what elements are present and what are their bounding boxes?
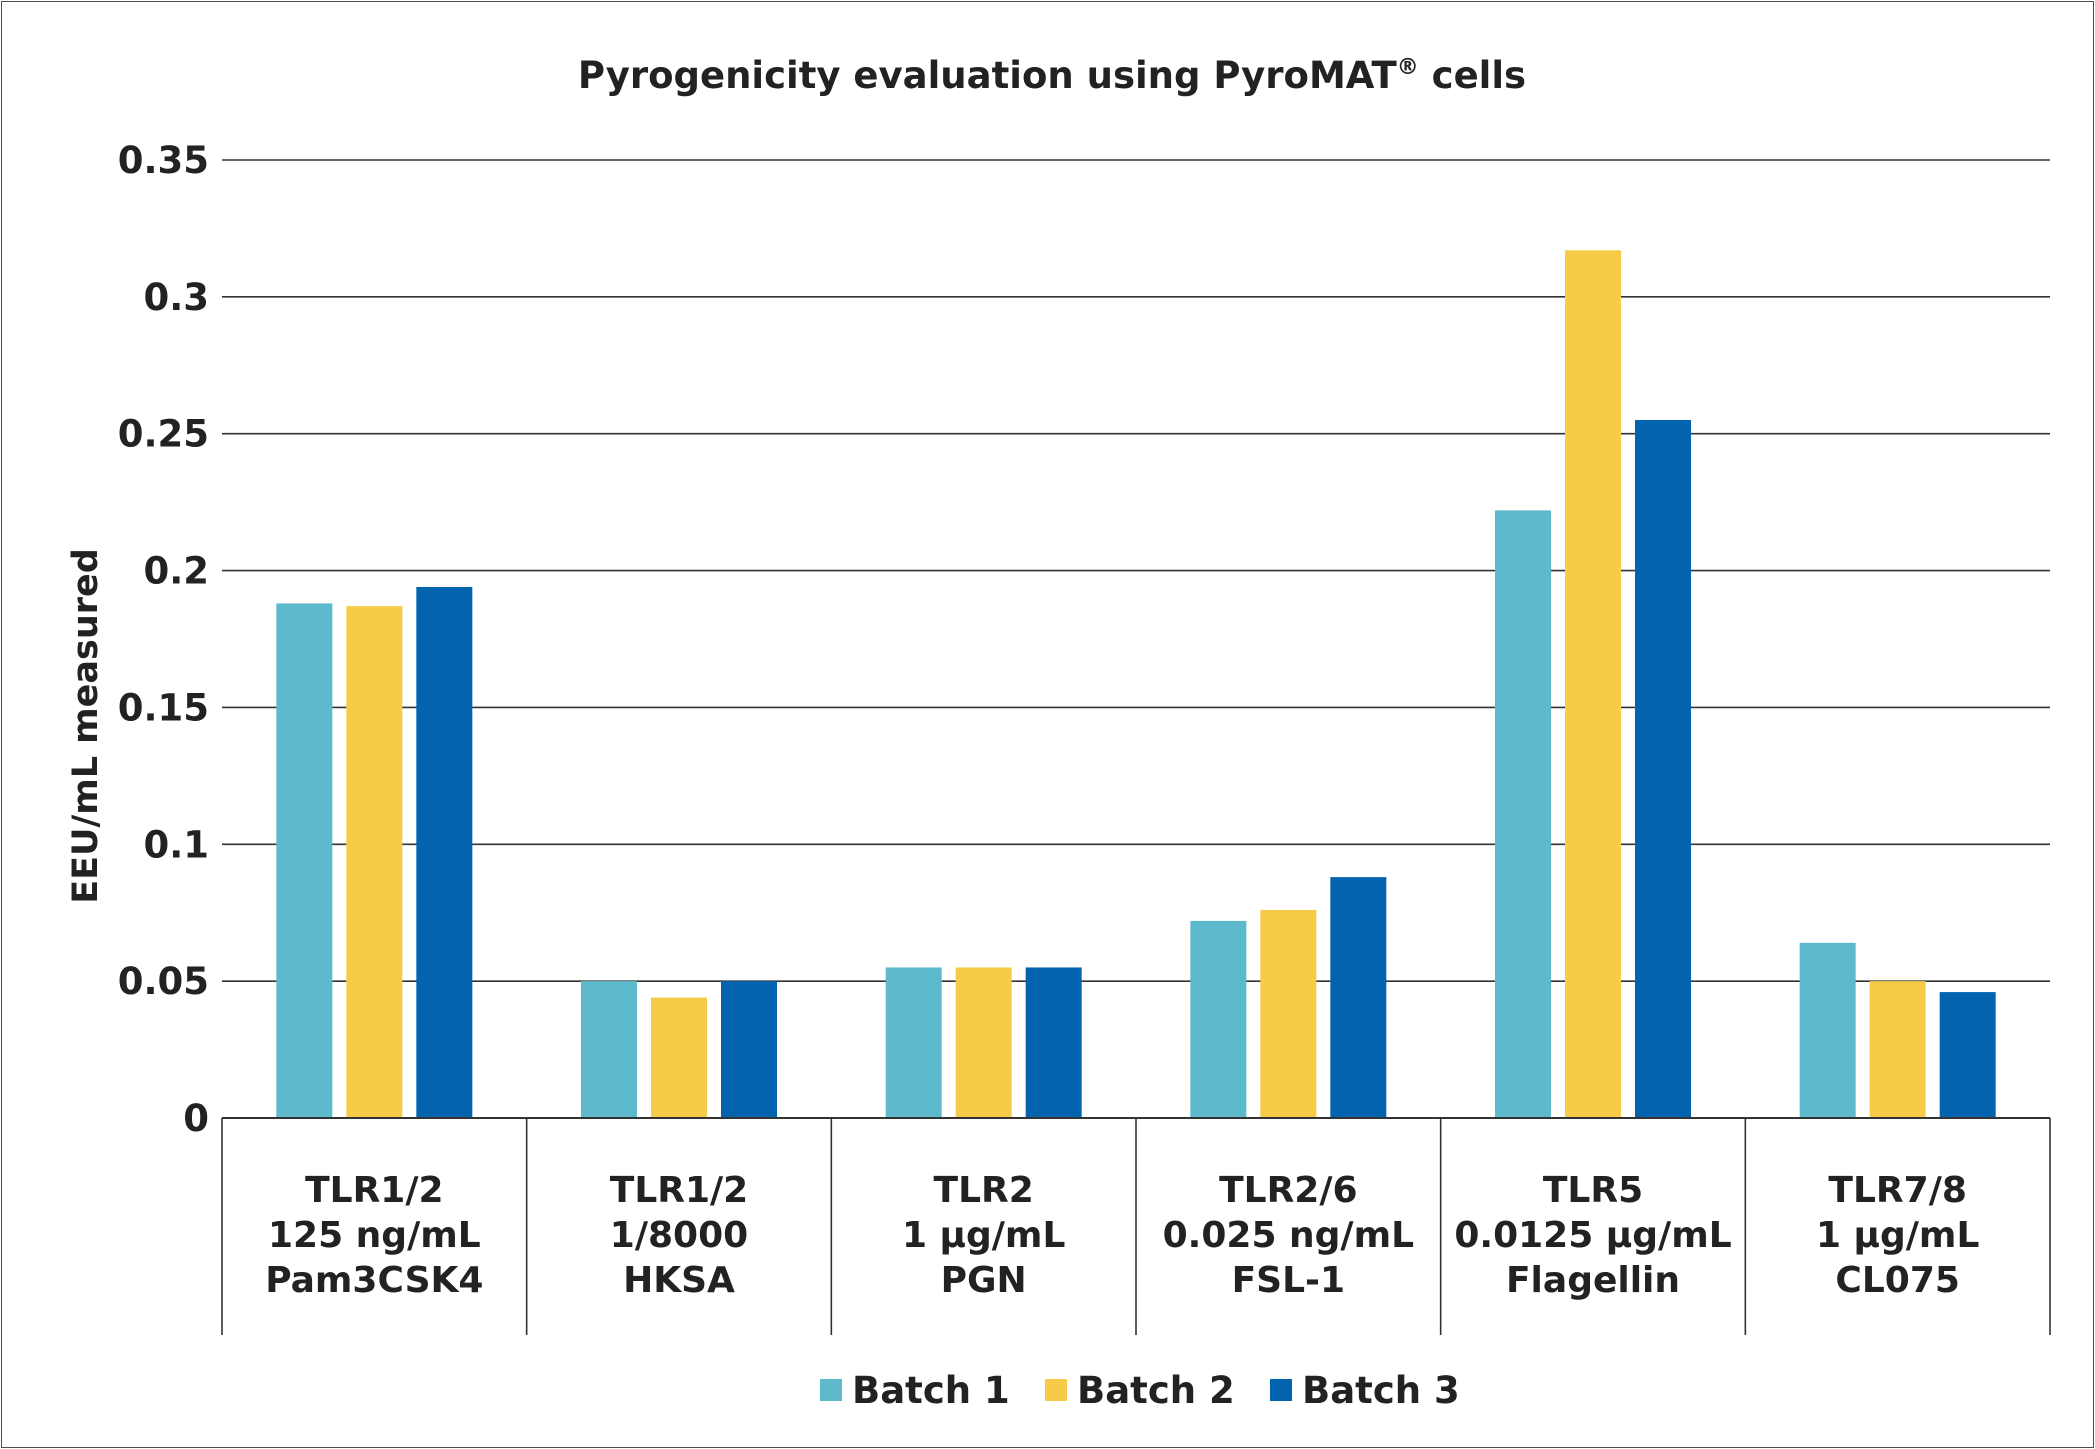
- bar-batch-1: [885, 967, 942, 1118]
- x-category-label: 125 ng/mL: [268, 1215, 481, 1256]
- x-category-label: CL075: [1835, 1260, 1960, 1301]
- x-category-label: TLR5: [1543, 1170, 1643, 1211]
- bar-batch-3: [1025, 967, 1082, 1118]
- bar-batch-2: [955, 967, 1012, 1118]
- bar-batch-2: [651, 997, 707, 1118]
- y-tick-label: 0: [183, 1097, 209, 1140]
- bar-batch-3: [416, 586, 473, 1118]
- bar-batch-3: [721, 981, 777, 1118]
- x-category-label: 1 µg/mL: [902, 1215, 1065, 1256]
- x-category-label: 1 µg/mL: [1816, 1215, 1979, 1256]
- chart-title: Pyrogenicity evaluation using PyroMAT® c…: [578, 54, 1526, 97]
- legend-swatch: [1270, 1379, 1292, 1401]
- bar-batch-1: [581, 981, 637, 1118]
- bars: [276, 250, 1996, 1119]
- y-axis-ticks: 0 0.05 0.1 0.15 0.2 0.25 0.3 0.35: [118, 139, 209, 1140]
- y-tick-label: 0.35: [118, 139, 209, 182]
- bar-batch-3: [1939, 992, 1996, 1118]
- y-tick-label: 0.05: [118, 960, 209, 1003]
- gridlines: [222, 159, 2050, 982]
- x-category-label: TLR1/2: [305, 1170, 443, 1211]
- bar-batch-1: [276, 603, 333, 1118]
- x-category-label: TLR7/8: [1828, 1170, 1966, 1211]
- x-category-label: TLR1/2: [610, 1170, 748, 1211]
- bar-batch-3: [1330, 877, 1387, 1118]
- legend-label: Batch 1: [852, 1369, 1010, 1412]
- bar-batch-1: [1190, 920, 1247, 1118]
- x-category-label: Pam3CSK4: [265, 1260, 483, 1301]
- x-category-label: Flagellin: [1506, 1260, 1680, 1301]
- bar-batch-1: [1799, 942, 1856, 1118]
- legend: Batch 1 Batch 2 Batch 3: [820, 1369, 1460, 1412]
- y-tick-label: 0.2: [143, 550, 209, 593]
- legend-label: Batch 2: [1077, 1369, 1235, 1412]
- x-axis: [221, 1117, 2051, 1335]
- y-tick-label: 0.1: [143, 823, 209, 866]
- x-category-label: FSL-1: [1232, 1260, 1345, 1301]
- legend-label: Batch 3: [1302, 1369, 1460, 1412]
- legend-swatch: [820, 1379, 842, 1401]
- x-category-label: HKSA: [623, 1260, 735, 1301]
- legend-swatch: [1045, 1379, 1067, 1401]
- bar-batch-3: [1635, 420, 1691, 1118]
- y-tick-label: 0.3: [143, 276, 209, 319]
- x-category-label: TLR2/6: [1219, 1170, 1357, 1211]
- y-axis-label: EEU/mL measured: [66, 548, 106, 904]
- x-category-label: PGN: [941, 1260, 1027, 1301]
- bar-batch-2: [1565, 250, 1621, 1119]
- y-tick-label: 0.25: [118, 413, 209, 456]
- y-tick-label: 0.15: [118, 686, 209, 729]
- registered-mark: ®: [1397, 55, 1419, 80]
- bar-batch-2: [346, 606, 403, 1118]
- x-category-label: 1/8000: [610, 1215, 748, 1256]
- x-category-label: TLR2: [934, 1170, 1034, 1211]
- bar-batch-2: [1260, 909, 1317, 1118]
- x-category-label: 0.025 ng/mL: [1163, 1215, 1414, 1256]
- x-category-label: 0.0125 µg/mL: [1454, 1215, 1731, 1256]
- bar-batch-2: [1869, 981, 1926, 1118]
- bar-batch-1: [1495, 510, 1551, 1119]
